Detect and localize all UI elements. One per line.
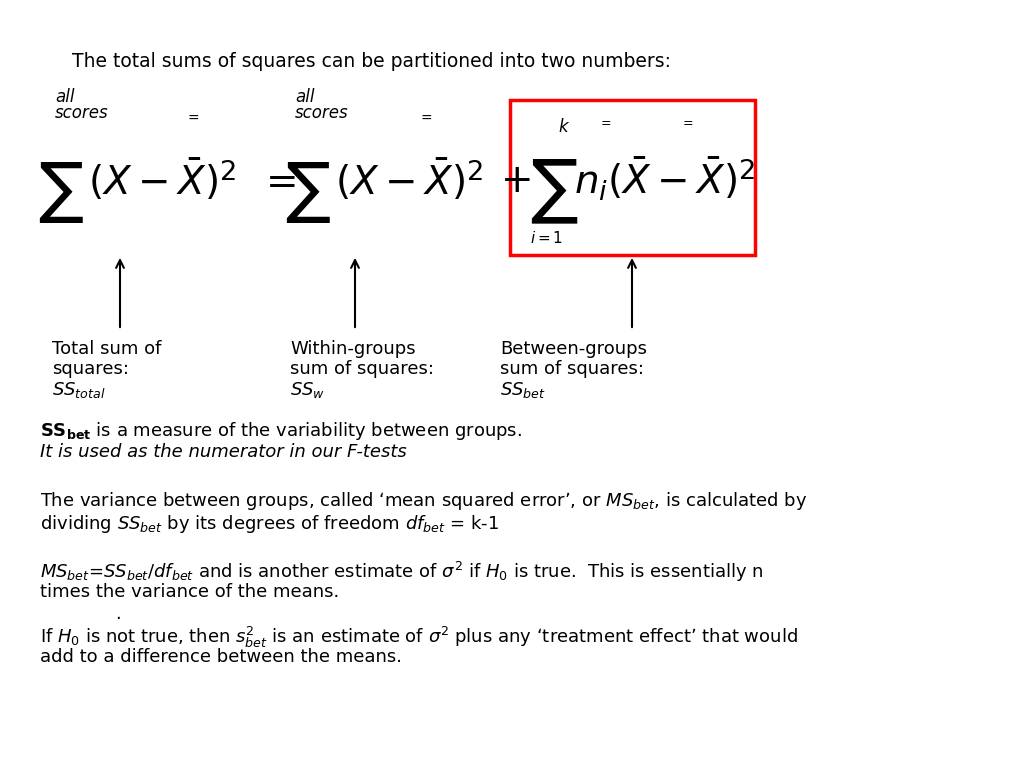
Text: $i=1$: $i=1$ [530, 230, 563, 246]
Text: Total sum of: Total sum of [52, 340, 162, 358]
Text: $\sum$: $\sum$ [38, 160, 84, 225]
Text: $SS_{bet}$: $SS_{bet}$ [500, 380, 546, 400]
Text: dividing $SS_{bet}$ by its degrees of freedom $df_{bet}$ = k-1: dividing $SS_{bet}$ by its degrees of fr… [40, 513, 499, 535]
Text: $n_i(\bar{X} - \bar{X})^2$: $n_i(\bar{X} - \bar{X})^2$ [574, 156, 756, 204]
Bar [510, 100, 755, 255]
Text: $\sum$: $\sum$ [285, 160, 331, 225]
Text: add to a difference between the means.: add to a difference between the means. [40, 648, 402, 666]
Text: $SS_{total}$: $SS_{total}$ [52, 380, 105, 400]
Text: The variance between groups, called ‘mean squared error’, or $MS_{bet}$, is calc: The variance between groups, called ‘mea… [40, 490, 807, 512]
Text: $\mathsf{=}$: $\mathsf{=}$ [680, 115, 693, 128]
Text: $k$: $k$ [558, 118, 570, 136]
Text: $\mathsf{=}$: $\mathsf{=}$ [598, 115, 611, 128]
Text: $\sum$: $\sum$ [530, 157, 579, 226]
Text: If $H_0$ is not true, then $s^2_{bet}$ is an estimate of $\sigma^2$ plus any ‘tr: If $H_0$ is not true, then $s^2_{bet}$ i… [40, 625, 798, 650]
Text: scores: scores [295, 104, 348, 122]
Text: $(X - \bar{X})^2$: $(X - \bar{X})^2$ [335, 157, 483, 203]
Text: Within-groups: Within-groups [290, 340, 416, 358]
Text: $=$: $=$ [258, 162, 296, 200]
Text: $+$: $+$ [500, 162, 530, 200]
Text: $MS_{bet}$=$SS_{bet}$/$df_{bet}$ and is another estimate of $\sigma^2$ if $H_0$ : $MS_{bet}$=$SS_{bet}$/$df_{bet}$ and is … [40, 560, 764, 584]
Text: scores: scores [55, 104, 109, 122]
Text: It is used as the numerator in our F-tests: It is used as the numerator in our F-tes… [40, 443, 407, 461]
Text: all: all [295, 88, 314, 106]
Text: Between-groups: Between-groups [500, 340, 647, 358]
Text: $\mathsf{=}$: $\mathsf{=}$ [185, 110, 200, 124]
Text: The total sums of squares can be partitioned into two numbers:: The total sums of squares can be partiti… [72, 52, 671, 71]
Text: .: . [115, 605, 121, 623]
Text: $SS_w$: $SS_w$ [290, 380, 326, 400]
Text: $(X - \bar{X})^2$: $(X - \bar{X})^2$ [88, 157, 237, 203]
Text: times the variance of the means.: times the variance of the means. [40, 583, 339, 601]
Text: all: all [55, 88, 75, 106]
Text: sum of squares:: sum of squares: [290, 360, 434, 378]
Text: $\mathsf{=}$: $\mathsf{=}$ [418, 110, 433, 124]
Text: $\mathbf{SS_{bet}}$ is a measure of the variability between groups.: $\mathbf{SS_{bet}}$ is a measure of the … [40, 420, 522, 442]
Text: sum of squares:: sum of squares: [500, 360, 644, 378]
Text: squares:: squares: [52, 360, 129, 378]
